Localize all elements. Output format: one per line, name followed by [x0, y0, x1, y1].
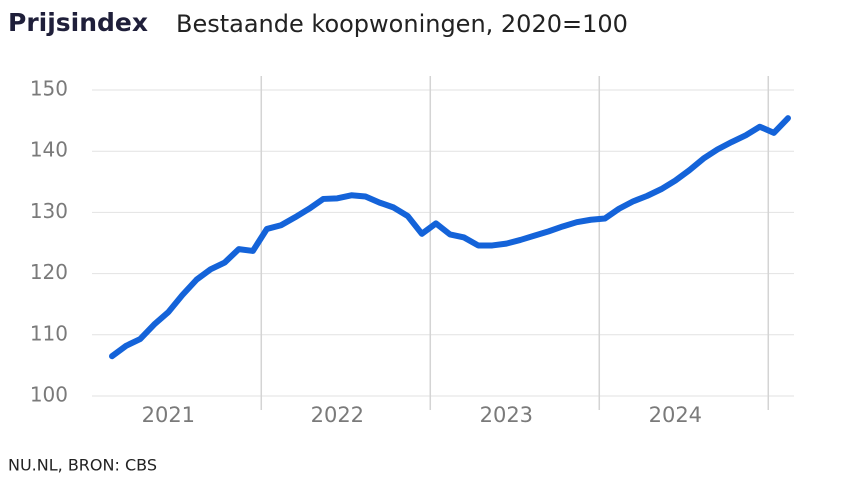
chart-subtitle: Bestaande koopwoningen, 2020=100 — [176, 10, 628, 38]
y-tick-label: 130 — [30, 199, 68, 223]
y-tick-label: 100 — [30, 383, 68, 407]
x-tick-label: 2022 — [311, 403, 364, 427]
x-tick-label: 2021 — [142, 403, 195, 427]
chart-title: Prijsindex — [8, 8, 148, 37]
data-line — [109, 115, 791, 360]
y-tick-label: 120 — [30, 260, 68, 284]
x-tick-label: 2024 — [649, 403, 702, 427]
y-tick-label: 110 — [30, 321, 68, 345]
y-tick-label: 140 — [30, 138, 68, 162]
y-tick-label: 150 — [30, 77, 68, 101]
source: NU.NL, BRON: CBS — [8, 456, 157, 475]
x-tick-label: 2023 — [480, 403, 533, 427]
